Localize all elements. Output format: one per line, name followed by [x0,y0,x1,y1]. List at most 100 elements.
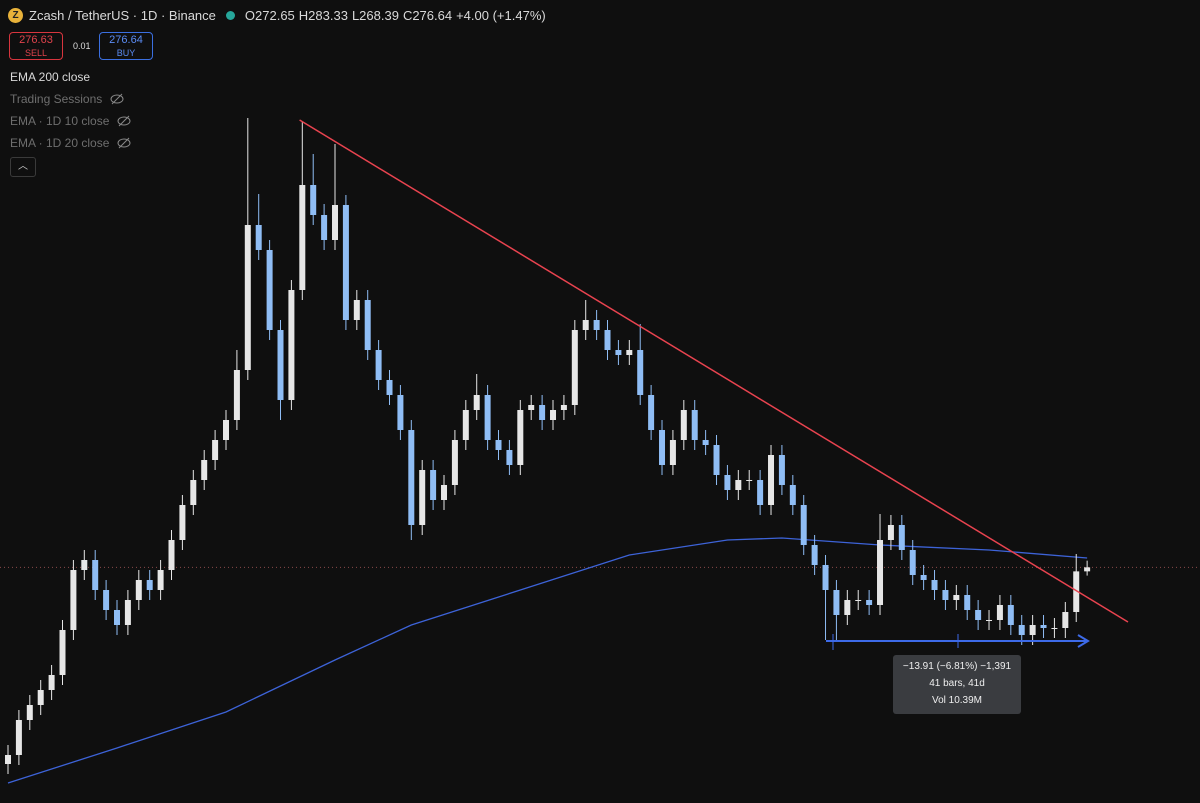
candle-body [342,205,349,320]
candle-body [462,410,469,440]
buy-button[interactable]: 276.64 BUY [99,32,153,60]
candle-body [560,405,567,410]
candle-body [931,580,938,590]
candle-body [146,580,153,590]
candle-body [680,410,687,440]
candle-body [419,470,426,525]
candle-body [299,185,306,290]
candle-body [996,605,1003,620]
candle-body [321,215,328,240]
trend-line [299,119,1129,623]
measure-box: −13.91 (−6.81%) −1,391 41 bars, 41d Vol 10… [893,655,1021,714]
candle-body [626,350,633,355]
measure-change: −13.91 (−6.81%) −1,391 [902,661,1012,672]
indicator[interactable]: EMA 200 close [10,70,90,84]
measure-arrow [1077,634,1090,648]
candle-body [659,430,666,465]
candle-body [15,720,22,755]
candle-body [593,320,600,330]
candle-body [135,580,142,600]
candle-body [92,560,99,590]
candle-body [190,480,197,505]
candle-body [1062,612,1069,628]
sell-price: 276.63 [19,34,53,46]
candle-body [1051,628,1058,629]
measure-volume: Vol 10.39M [931,695,983,706]
low: L268.39 [351,8,399,23]
candle-body [103,590,110,610]
candle-body [975,610,982,620]
close: C276.64 [402,8,453,23]
symbol-header: Z Zcash / TetherUS · 1D · Binance O272.6… [8,8,550,23]
candle-body [811,545,818,565]
buy-label: BUY [116,48,136,58]
candle-body [81,560,88,570]
candle-body [310,185,317,215]
candle-body [942,590,949,600]
candle-body [909,550,916,575]
candle-body [506,450,513,465]
candle-body [48,675,55,690]
indicator[interactable]: EMA · 1D 20 close [10,136,131,150]
sell-button[interactable]: 276.63 SELL [9,32,63,60]
candle-body [986,620,993,621]
candle-body [244,225,251,370]
hidden-icon[interactable] [110,93,124,105]
candle-body [648,395,655,430]
indicator-label: EMA · 1D 10 close [10,114,110,128]
candle-body [604,330,611,350]
candle-body [1084,567,1091,572]
candle-body [517,410,524,465]
candle-body [877,540,884,605]
candle-body [26,705,33,720]
indicator[interactable]: EMA · 1D 10 close [10,114,131,128]
spread: 0.01 [73,41,91,51]
candle-body [233,370,240,420]
candle-body [201,460,208,480]
hidden-icon[interactable] [117,137,131,149]
candle-body [768,455,775,505]
candle-body [266,250,273,330]
open: O272.65 [244,8,295,23]
candle-body [255,225,262,250]
candle-body [1029,625,1036,635]
candle-body [735,480,742,490]
candle-body [223,420,230,440]
candle-body [484,395,491,440]
candle-body [451,440,458,485]
indicator[interactable]: Trading Sessions [10,92,124,106]
indicator-label: EMA 200 close [10,70,91,84]
coin-logo: Z [8,8,23,23]
candle-body [637,350,644,395]
change: +4.00 (+1.47%) [456,8,546,23]
candle-body [571,330,578,405]
collapse-button[interactable]: ︿ [10,157,36,177]
candle-body [168,540,175,570]
candle-body [70,570,77,630]
candle-body [114,610,121,625]
candle-body [713,445,720,475]
candle-body [353,300,360,320]
candle-body [746,480,753,481]
candle-body [495,440,502,450]
candle-body [1007,605,1014,625]
candle-body [778,455,785,485]
candle-body [59,630,66,675]
symbol[interactable]: Zcash / TetherUS · 1D · Binance [29,8,216,23]
sell-label: SELL [24,48,48,58]
candle-body [528,405,535,410]
candle-body [887,525,894,540]
candle-body [539,405,546,420]
candle-body [386,380,393,395]
ema-line [7,537,1088,784]
candle-body [833,590,840,615]
candle-body [364,300,371,350]
ohlc: O272.65 H283.33 L268.39 C276.64 +4.00 (+1.47… [245,8,550,23]
hidden-icon[interactable] [117,115,131,127]
candle-body [844,600,851,615]
candle-body [288,290,295,400]
candle-body [669,440,676,465]
candle-body [397,395,404,430]
